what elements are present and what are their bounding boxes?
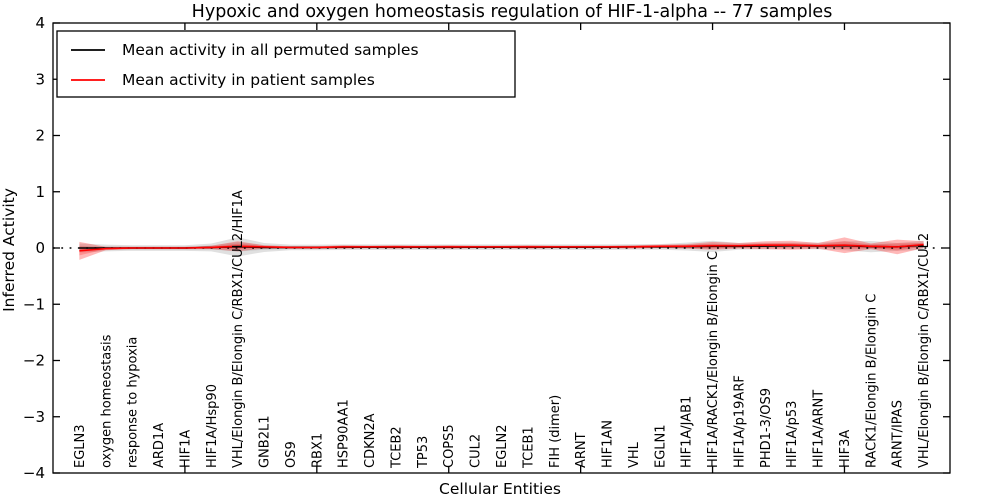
patient-band-inner: [79, 241, 924, 256]
x-category-label: HIF1A/p53: [785, 401, 800, 468]
legend: Mean activity in all permuted samples Me…: [56, 30, 516, 98]
x-category-label: ARNT/IPAS: [891, 400, 906, 468]
x-category-label: OS9: [284, 441, 299, 468]
x-category-label: ARNT: [574, 432, 589, 468]
x-category-label: CUL2: [469, 434, 484, 468]
x-category-label: EGLN3: [73, 424, 88, 468]
x-category-label: VHL: [627, 441, 642, 468]
y-tick-label: −1: [23, 295, 45, 313]
x-category-label: HIF1A/p19ARF: [732, 375, 747, 468]
patient-mean-line: [79, 243, 924, 252]
x-category-label: HIF1A/Hsp90: [205, 384, 220, 468]
y-tick-label: 2: [35, 127, 45, 145]
x-category-label: CDKN2A: [363, 413, 378, 468]
chart-title: Hypoxic and oxygen homeostasis regulatio…: [192, 2, 833, 22]
x-category-label: TP53: [416, 436, 431, 469]
y-axis-label: Inferred Activity: [0, 188, 18, 312]
x-category-label: GNB2L1: [258, 415, 273, 468]
y-tick-label: 4: [35, 14, 45, 32]
x-category-label: EGLN2: [495, 424, 510, 468]
y-tick-label: −4: [23, 464, 45, 482]
x-category-label: HIF1A: [178, 430, 193, 468]
y-tick-label: 3: [35, 70, 45, 88]
x-category-label: HSP90AA1: [337, 399, 352, 468]
x-category-label: PHD1-3/OS9: [759, 388, 774, 468]
y-tick-label: 1: [35, 183, 45, 201]
y-tick-label: −3: [23, 408, 45, 426]
x-category-label: COPS5: [442, 424, 457, 468]
y-tick-label: −2: [23, 352, 45, 370]
plot-area: −4 −3 −2 −1 0 1 2 3 4 EGLN3 oxygen homeostasis resp…: [23, 14, 950, 482]
x-category-label: TCEB2: [389, 426, 404, 469]
x-category-label: HIF1A/JAB1: [680, 396, 695, 468]
x-axis-label: Cellular Entities: [439, 480, 561, 498]
x-category-label: VHL/Elongin B/Elongin C/RBX1/CUL2: [917, 233, 932, 468]
plot-border: [52, 22, 951, 474]
x-category-label: response to hypoxia: [126, 337, 141, 468]
patient-band-outer: [79, 237, 924, 260]
legend-label-patient: Mean activity in patient samples: [122, 71, 375, 89]
x-category-label: VHL/Elongin B/Elongin C/RBX1/CUL2/HIF1A: [231, 190, 246, 468]
x-category-label: TCEB1: [521, 426, 536, 469]
x-category-label: oxygen homeostasis: [99, 334, 114, 468]
x-category-label: HIF1A/ARNT: [812, 390, 827, 468]
legend-label-permuted: Mean activity in all permuted samples: [122, 41, 419, 59]
x-category-label: ARD1A: [152, 423, 167, 468]
y-tick-label: 0: [35, 239, 45, 257]
x-category-label: RBX1: [310, 433, 325, 468]
x-category-label: FIH (dimer): [548, 395, 563, 468]
x-category-label: HIF1A/RACK1/Elongin B/Elongin C: [706, 251, 721, 468]
x-category-label: EGLN1: [653, 424, 668, 468]
x-category-label: HIF3A: [838, 430, 853, 468]
x-category-label: HIF1AN: [601, 420, 616, 468]
legend-box: [56, 30, 516, 98]
x-category-label: RACK1/Elongin B/Elongin C: [864, 294, 879, 468]
